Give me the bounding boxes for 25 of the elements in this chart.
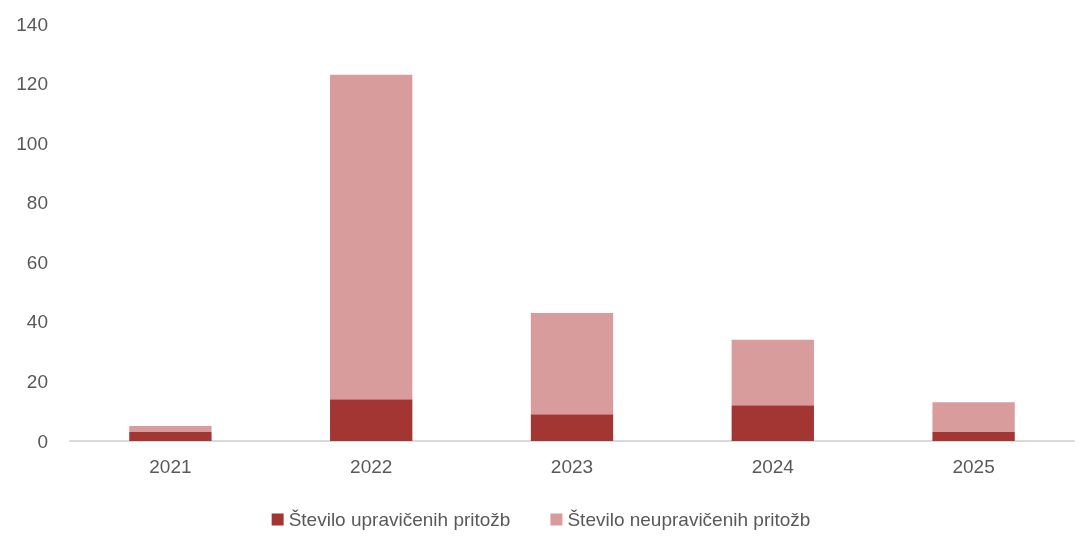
bar: [932, 402, 1015, 433]
bar: [530, 414, 614, 441]
x-tick-label: 2021: [149, 456, 192, 477]
bar: [731, 405, 814, 441]
legend-label: Število neupravičenih pritožb: [567, 509, 811, 530]
y-tick-label: 40: [26, 311, 48, 333]
bar: [330, 74, 413, 400]
x-tick-label: 2023: [550, 456, 594, 477]
y-tick-label: 140: [16, 13, 48, 35]
legend-label: Število upravičenih pritožb: [288, 509, 511, 530]
bar: [731, 339, 814, 406]
bar: [530, 312, 614, 415]
y-tick-label: 120: [16, 73, 48, 95]
bar: [932, 432, 1015, 441]
y-tick-label: 20: [26, 370, 48, 392]
y-tick-label: 0: [37, 430, 48, 452]
x-tick-label: 2025: [952, 456, 995, 477]
x-tick-label: 2022: [350, 456, 393, 477]
bar: [330, 399, 413, 441]
y-tick-label: 80: [26, 192, 48, 214]
y-tick-label: 100: [16, 132, 48, 154]
bar: [129, 426, 212, 433]
y-tick-label: 60: [26, 251, 48, 273]
x-tick-label: 2024: [751, 456, 795, 477]
bar: [129, 432, 212, 441]
